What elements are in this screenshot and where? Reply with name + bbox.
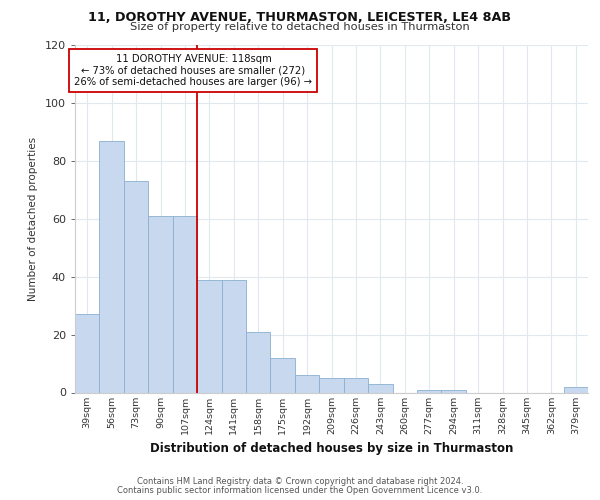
Bar <box>271 358 295 392</box>
Bar <box>344 378 368 392</box>
Text: Contains HM Land Registry data © Crown copyright and database right 2024.: Contains HM Land Registry data © Crown c… <box>137 477 463 486</box>
Bar <box>197 280 221 392</box>
Bar <box>148 216 173 392</box>
Text: 11, DOROTHY AVENUE, THURMASTON, LEICESTER, LE4 8AB: 11, DOROTHY AVENUE, THURMASTON, LEICESTE… <box>89 11 511 24</box>
Bar <box>221 280 246 392</box>
Bar <box>319 378 344 392</box>
Bar <box>417 390 442 392</box>
Bar <box>368 384 392 392</box>
Bar <box>100 140 124 392</box>
Bar <box>173 216 197 392</box>
Text: Size of property relative to detached houses in Thurmaston: Size of property relative to detached ho… <box>130 22 470 32</box>
Bar <box>124 181 148 392</box>
Bar <box>75 314 100 392</box>
X-axis label: Distribution of detached houses by size in Thurmaston: Distribution of detached houses by size … <box>150 442 513 455</box>
Bar <box>442 390 466 392</box>
Y-axis label: Number of detached properties: Number of detached properties <box>28 136 38 301</box>
Bar <box>246 332 271 392</box>
Bar <box>295 375 319 392</box>
Text: 11 DOROTHY AVENUE: 118sqm
← 73% of detached houses are smaller (272)
26% of semi: 11 DOROTHY AVENUE: 118sqm ← 73% of detac… <box>74 54 313 87</box>
Bar <box>563 386 588 392</box>
Text: Contains public sector information licensed under the Open Government Licence v3: Contains public sector information licen… <box>118 486 482 495</box>
